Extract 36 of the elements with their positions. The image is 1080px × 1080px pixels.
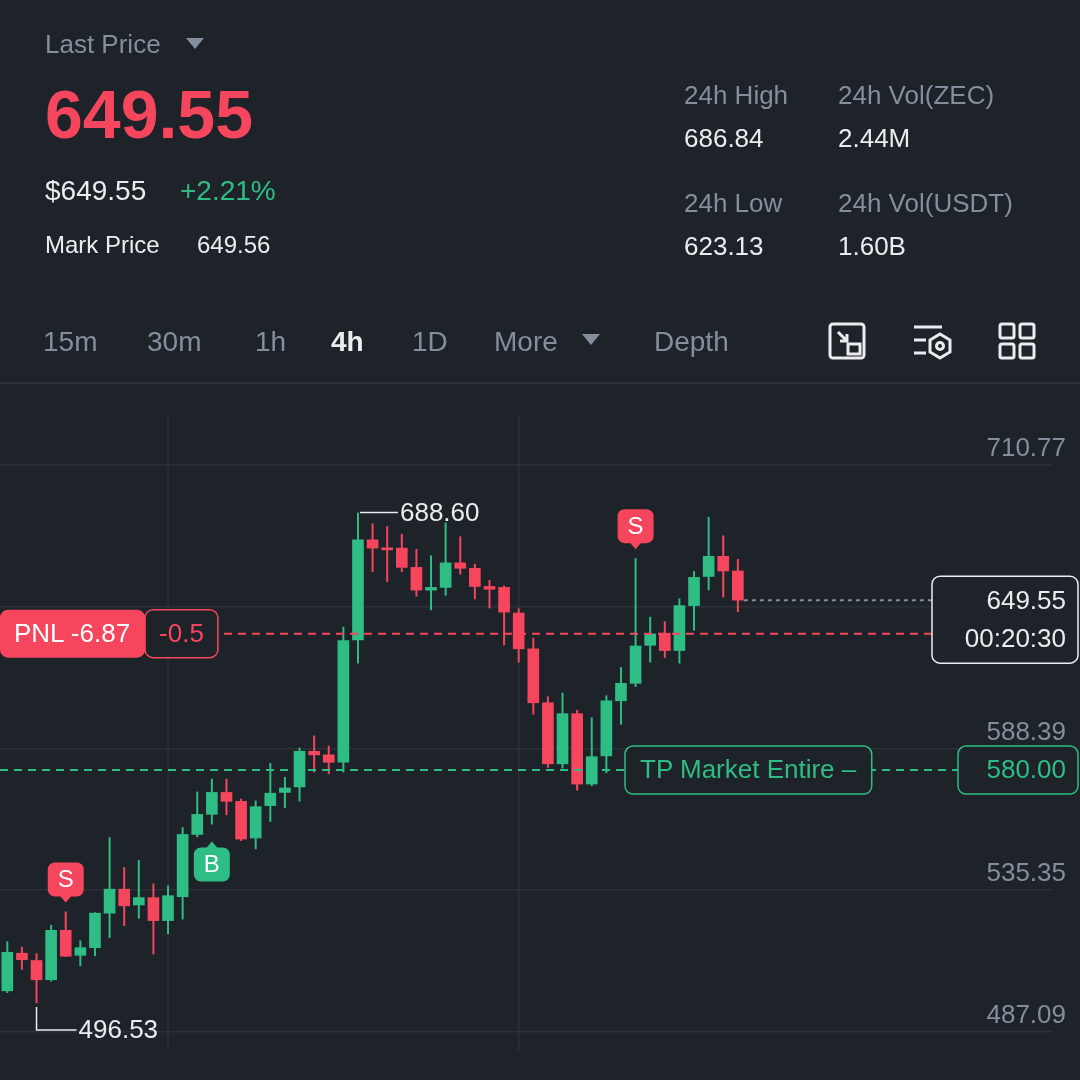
text: 24h Vol(USDT) <box>838 188 1013 218</box>
annotation: -0.5 <box>159 617 204 648</box>
y-tick-label: 535.35 <box>986 857 1066 888</box>
text: More <box>494 326 558 357</box>
chart-title: Last Price <box>45 29 161 59</box>
text: 623.13 <box>684 231 764 261</box>
y-tick-label: 710.77 <box>986 432 1066 463</box>
text: 649.55 <box>45 76 253 152</box>
annotation: S <box>57 865 74 893</box>
annotation: 580.00 <box>986 754 1066 785</box>
text: 15m <box>43 326 98 357</box>
text: Depth <box>654 326 729 357</box>
ref-line-label: 649.55 <box>986 585 1066 616</box>
ref-line-label: TP Market Entire – <box>640 754 857 785</box>
text: 24h Vol(ZEC) <box>838 80 995 110</box>
text: 24h Low <box>684 188 783 218</box>
annotation: S <box>627 511 644 539</box>
text: 649.56 <box>197 231 271 258</box>
y-tick-label: 487.09 <box>986 999 1066 1030</box>
text: 686.84 <box>684 123 764 153</box>
text: 30m <box>147 326 202 357</box>
text: 2.44M <box>838 123 911 153</box>
y-tick-label: 588.39 <box>986 715 1066 746</box>
text: +2.21% <box>180 175 276 206</box>
annotation: 688.60 <box>399 496 480 527</box>
text: 24h High <box>684 80 789 110</box>
ref-line-label: PNL -6.87 <box>14 617 131 648</box>
text: 1h <box>255 326 287 357</box>
text: $649.55 <box>45 175 147 206</box>
annotation: 00:20:30 <box>964 623 1066 654</box>
text: Mark Price <box>45 231 160 258</box>
annotation: 496.53 <box>78 1014 159 1045</box>
annotation: B <box>203 850 220 878</box>
text: 1D <box>412 326 448 357</box>
text: 4h <box>331 326 364 357</box>
text: 1.60B <box>838 231 906 261</box>
